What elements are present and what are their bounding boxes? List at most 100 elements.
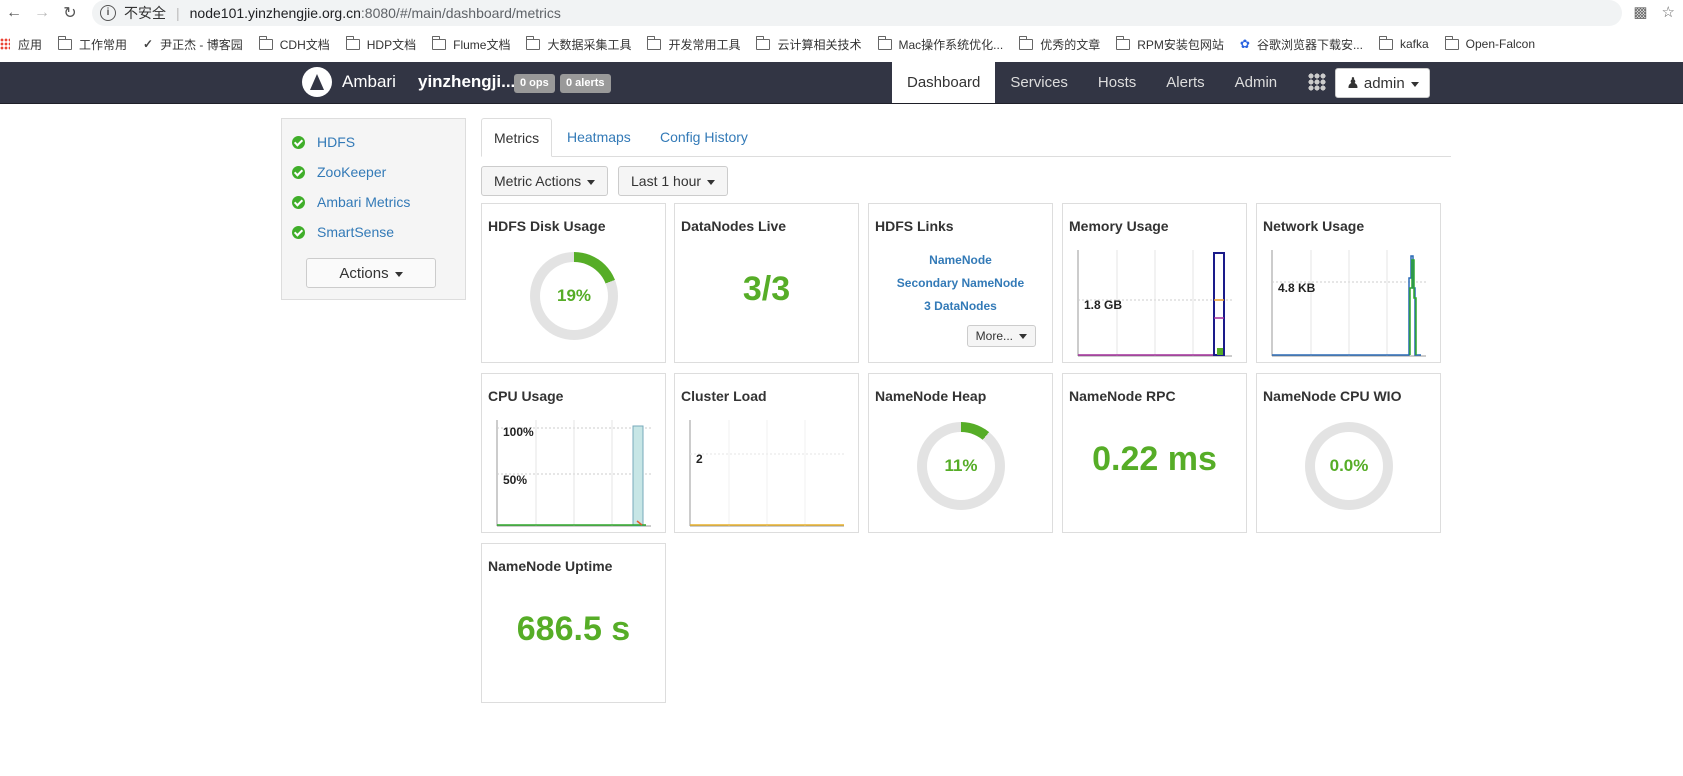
paw-icon: ✿ [1239,37,1250,51]
widget-memory-usage[interactable]: Memory Usage 1.8 GB [1062,203,1247,363]
widget-namenode-cpu-wio[interactable]: NameNode CPU WIO 0.0% [1256,373,1441,533]
bookmark-item[interactable]: 工作常用 [58,35,127,53]
widget-title: NameNode Uptime [488,558,613,574]
namenode-cpu-wio-percent: 0.0% [1329,456,1369,475]
bookmark-item[interactable]: Flume文档 [432,35,510,53]
widget-network-usage[interactable]: Network Usage 4.8 KB [1256,203,1441,363]
chevron-down-icon [394,271,403,277]
folder-icon [526,35,541,50]
time-range-dropdown[interactable]: Last 1 hour [618,166,729,196]
cpu-usage-chart: 100% 50% [496,420,651,527]
ambari-logo-icon[interactable] [302,67,332,97]
nav-hosts[interactable]: Hosts [1097,74,1137,91]
widget-namenode-heap[interactable]: NameNode Heap 11% [868,373,1053,533]
chevron-down-icon [587,179,596,185]
chevron-down-icon [1019,334,1027,340]
bookmark-item[interactable]: ✓ 尹正杰 - 博客园 [143,37,243,52]
folder-icon [432,35,447,50]
network-tick-label: 4.8 KB [1278,281,1316,295]
views-grid-icon[interactable] [1308,73,1327,91]
nav-alerts[interactable]: Alerts [1166,74,1205,91]
bookmark-item[interactable]: 开发常用工具 [647,35,740,53]
user-label: admin [1363,75,1405,92]
widget-hdfs-disk-usage[interactable]: HDFS Disk Usage 19% [481,203,666,363]
sidebar-item-ambari-metrics[interactable]: Ambari Metrics [292,194,410,210]
bookmark-item[interactable]: 大数据采集工具 [526,35,631,53]
widget-cluster-load[interactable]: Cluster Load 2 [674,373,859,533]
sidebar-item-smartsense[interactable]: SmartSense [292,224,394,240]
tab-metrics[interactable]: Metrics [481,118,553,157]
back-icon[interactable]: ← [6,4,22,21]
star-icon[interactable]: ☆ [1661,4,1675,21]
cpu-tick-50: 50% [503,473,527,487]
apps-icon [0,38,10,50]
link-secondary-namenode[interactable]: Secondary NameNode [896,276,1025,290]
sidebar-item-zookeeper[interactable]: ZooKeeper [292,164,386,180]
disk-usage-donut: 19% [530,252,618,340]
ops-badge[interactable]: 0 ops [514,74,555,93]
network-usage-chart: 4.8 KB [1271,250,1426,357]
widget-namenode-rpc[interactable]: NameNode RPC 0.22 ms [1062,373,1247,533]
folder-icon [1378,35,1393,50]
widget-title: Memory Usage [1069,218,1169,234]
url-host: node101.yinzhengjie.org.cn [189,5,361,21]
bookmark-item[interactable]: 云计算相关技术 [756,35,862,53]
services-sidebar: HDFS ZooKeeper Ambari Metrics SmartSense… [281,118,466,300]
dashboard-tabs: Metrics Heatmaps Config History [481,118,1451,157]
url-path: :8080/#/main/dashboard/metrics [360,5,561,21]
widget-cpu-usage[interactable]: CPU Usage 100% 50% [481,373,666,533]
nav-dashboard[interactable]: Dashboard [892,62,996,103]
tab-config-history[interactable]: Config History [660,129,748,145]
chevron-down-icon [707,179,716,185]
folder-icon [1116,35,1131,50]
bookmark-item[interactable]: CDH文档 [258,35,330,53]
widget-datanodes-live[interactable]: DataNodes Live 3/3 [674,203,859,363]
namenode-heap-donut: 11% [917,422,1005,510]
cluster-load-chart: 2 [689,420,844,527]
bookmark-item[interactable]: RPM安装包网站 [1116,35,1224,53]
widget-title: HDFS Links [875,218,954,234]
insecure-label: 不安全 [124,5,166,21]
bookmark-item[interactable]: ✿ 谷歌浏览器下载安... [1239,37,1363,52]
link-datanodes[interactable]: 3 DataNodes [924,299,997,313]
bookmark-item[interactable]: HDP文档 [345,35,416,53]
bookmark-item[interactable]: kafka [1378,35,1429,51]
top-nav: Dashboard Services Hosts Alerts Admin [892,62,1342,103]
folder-icon [647,35,662,50]
folder-icon [1019,35,1034,50]
bookmark-item[interactable]: Open-Falcon [1444,35,1535,51]
namenode-uptime-value: 686.5 s [516,610,631,648]
info-icon[interactable]: i [100,5,116,21]
tab-heatmaps[interactable]: Heatmaps [567,129,631,145]
namenode-rpc-value: 0.22 ms [1092,440,1217,478]
chevron-down-icon [1410,81,1419,87]
translate-icon[interactable]: ▩ [1633,4,1648,21]
folder-icon [1444,35,1459,50]
widget-namenode-uptime[interactable]: NameNode Uptime 686.5 s [481,543,666,703]
nav-services[interactable]: Services [1010,74,1068,91]
bookmark-apps[interactable]: 应用 [0,36,42,53]
blog-icon: ✓ [143,37,154,51]
memory-tick-label: 1.8 GB [1084,298,1122,312]
memory-usage-chart: 1.8 GB [1077,250,1232,357]
bookmark-item[interactable]: 优秀的文章 [1019,35,1100,53]
url-field[interactable]: i 不安全 | node101.yinzhengjie.org.cn:8080/… [92,0,1622,26]
widget-hdfs-links: HDFS Links NameNode Secondary NameNode 3… [868,203,1053,363]
reload-icon[interactable]: ↻ [63,5,77,22]
link-namenode[interactable]: NameNode [929,253,992,267]
brand-name[interactable]: Ambari [342,72,396,91]
actions-button[interactable]: Actions [306,258,436,288]
widget-title: NameNode RPC [1069,388,1176,404]
forward-icon[interactable]: → [34,4,50,21]
more-links-button[interactable]: More... [966,325,1036,347]
metric-actions-dropdown[interactable]: Metric Actions [481,166,609,196]
widget-title: NameNode Heap [875,388,987,404]
widget-title: DataNodes Live [681,218,787,234]
bookmark-item[interactable]: Mac操作系统优化... [877,35,1003,53]
user-menu-button[interactable]: ♟ admin [1335,68,1430,98]
alerts-badge[interactable]: 0 alerts [560,74,611,93]
sidebar-item-hdfs[interactable]: HDFS [292,134,355,150]
nav-admin[interactable]: Admin [1234,74,1278,91]
cluster-name[interactable]: yinzhengji... [418,72,516,91]
user-icon: ♟ [1346,75,1360,92]
